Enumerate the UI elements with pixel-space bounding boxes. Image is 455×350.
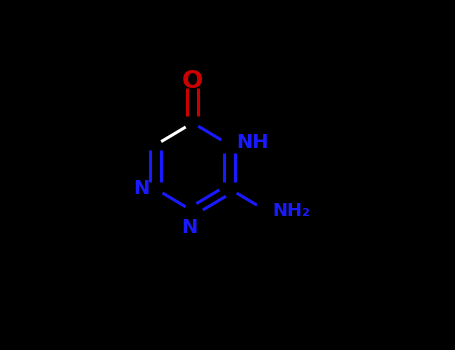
Text: O: O [182,69,203,93]
Text: N: N [181,218,197,237]
Text: NH₂: NH₂ [272,202,310,220]
Text: NH: NH [236,133,268,152]
Text: N: N [133,180,149,198]
